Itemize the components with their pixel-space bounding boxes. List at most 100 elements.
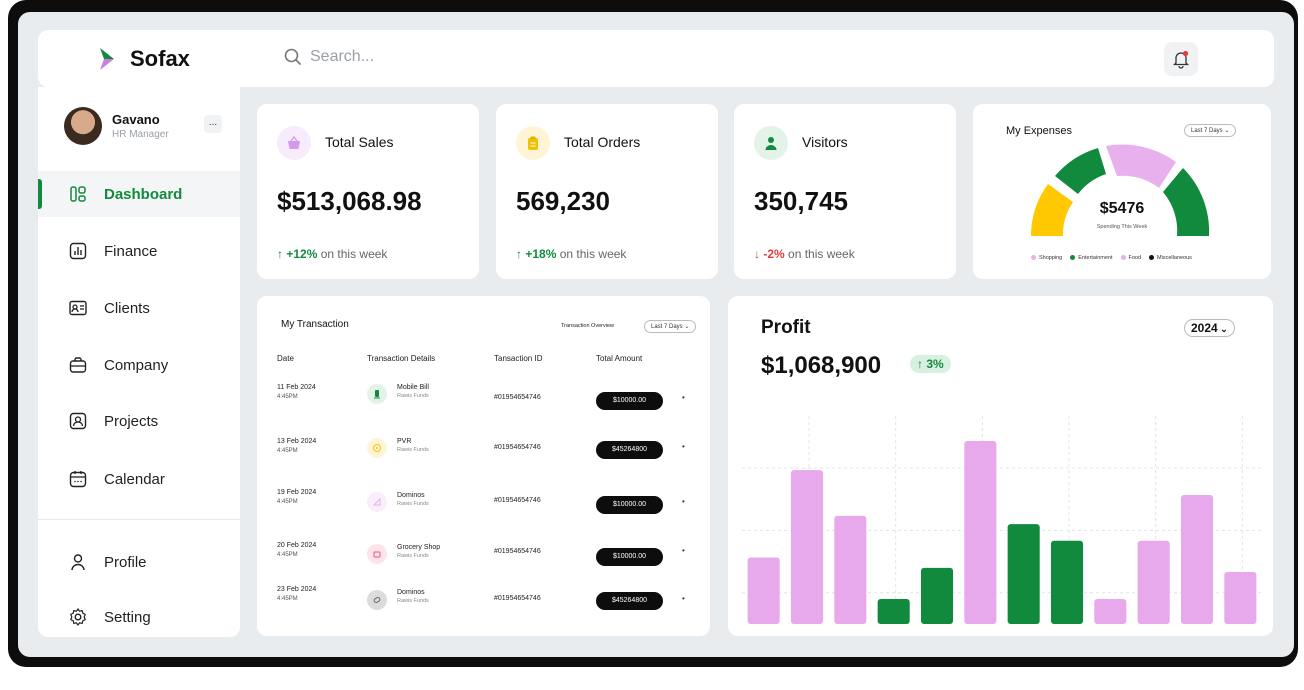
sidebar-item-finance[interactable]: Finance [38, 228, 240, 274]
column-header: Tansaction ID [494, 354, 543, 363]
transactions-title: My Transaction [281, 319, 349, 330]
tx-id: #01954654746 [494, 394, 541, 401]
row-menu-icon[interactable]: • [682, 393, 685, 402]
tx-id: #01954654746 [494, 444, 541, 451]
tx-details: Dominos Rawis Funds [397, 589, 429, 604]
profit-bar[interactable] [1094, 599, 1127, 624]
profit-bar[interactable] [920, 567, 954, 624]
row-menu-icon[interactable]: • [682, 546, 685, 555]
tx-name: Dominos [397, 492, 425, 499]
expenses-legend: Shopping Entertainment Food Miscellaneou… [1031, 255, 1192, 261]
profit-change-value: 3% [926, 357, 944, 371]
user-menu-button[interactable]: ... [204, 115, 222, 133]
tx-id: #01954654746 [494, 548, 541, 555]
column-header: Transaction Details [367, 354, 436, 363]
app-logo[interactable]: Sofax [98, 46, 190, 72]
tx-date: 13 Feb 2024 4:45PM [277, 438, 316, 454]
profit-year-dropdown[interactable]: 2024 ⌄ [1184, 319, 1235, 337]
profit-bar[interactable] [834, 515, 867, 624]
tx-name: Grocery Shop [397, 544, 441, 551]
profile-icon [71, 554, 85, 571]
logo-icon [100, 48, 114, 70]
legend-dot [1149, 255, 1155, 261]
legend-item: Entertainment [1070, 255, 1113, 261]
clients-icon [69, 300, 87, 316]
tx-time: 4:45PM [277, 499, 298, 505]
sidebar-item-label: Setting [104, 608, 151, 626]
pizza-icon [367, 590, 387, 610]
search-input[interactable]: Search... [310, 48, 375, 65]
table-row[interactable]: 11 Feb 2024 4:45PM Mobile Bill Rawis Funds… [257, 380, 710, 432]
profit-bar[interactable] [877, 599, 910, 624]
tx-amount-badge: $10000.00 [596, 392, 663, 410]
sidebar-item-clients[interactable]: Clients [38, 285, 240, 331]
table-row[interactable]: 23 Feb 2024 4:45PM Dominos Rawis Funds #01… [257, 584, 710, 636]
row-menu-icon[interactable]: • [682, 442, 685, 451]
profit-title: Profit [761, 317, 811, 338]
sidebar-item-setting[interactable]: Setting [38, 594, 240, 640]
tx-details: Grocery Shop Rawis Funds [397, 544, 440, 559]
sidebar-item-label: Finance [104, 242, 158, 260]
expenses-card: My Expenses Last 7 Days ⌄ $5476 Spending… [973, 104, 1271, 279]
stat-icon-wrap [516, 126, 550, 160]
profit-bar[interactable] [1007, 524, 1040, 624]
tx-date: 19 Feb 2024 4:45PM [277, 489, 316, 505]
total-sales-card: Total Sales $513,068.98 ↑ +12% on this w… [257, 104, 479, 279]
tx-date-value: 19 Feb 2024 [277, 489, 317, 496]
notifications-button[interactable] [1164, 42, 1198, 76]
search-icon [284, 48, 302, 66]
stat-value: 350,745 [754, 186, 848, 216]
chevron-down-icon: ⌄ [1217, 324, 1228, 334]
tx-time: 4:45PM [277, 448, 298, 454]
sidebar-item-label: Projects [104, 412, 159, 430]
bell-icon [1172, 50, 1190, 69]
sidebar-item-profile[interactable]: Profile [38, 539, 240, 585]
stat-icon-wrap [754, 126, 788, 160]
profit-bar[interactable] [790, 470, 824, 624]
legend-dot [1070, 255, 1076, 261]
column-header: Total Amount [596, 354, 643, 363]
profit-bar[interactable] [1224, 572, 1257, 624]
profit-bar[interactable] [747, 557, 780, 624]
expenses-caption: Spending This Week [1096, 224, 1148, 230]
sidebar-item-projects[interactable]: Projects [38, 398, 240, 444]
tx-date: 23 Feb 2024 4:45PM [277, 586, 316, 602]
user-profile[interactable]: Gavano HR Manager [64, 107, 169, 145]
profit-bar[interactable] [1180, 495, 1214, 624]
stat-change-suffix: on this week [320, 247, 388, 261]
row-menu-icon[interactable]: • [682, 497, 685, 506]
total-orders-card: Total Orders 569,230 ↑ +18% on this week [496, 104, 718, 279]
table-row[interactable]: 13 Feb 2024 4:45PM PVR Rawis Funds #019546… [257, 432, 710, 484]
table-row[interactable]: 19 Feb 2024 4:45PM Dominos Rawis Funds #01… [257, 484, 710, 536]
row-menu-icon[interactable]: • [682, 594, 685, 603]
visitors-card: Visitors 350,745 ↓ -2% on this week [734, 104, 956, 279]
tx-id: #01954654746 [494, 595, 541, 602]
tx-date-value: 13 Feb 2024 [277, 438, 317, 445]
user-role: HR Manager [112, 129, 169, 140]
gauge-segment-shopping [1106, 144, 1176, 188]
sidebar-item-company[interactable]: Company [38, 342, 240, 388]
sidebar-item-calendar[interactable]: Calendar [38, 456, 240, 502]
sidebar-item-label: Profile [104, 553, 147, 571]
clipboard-icon [528, 136, 538, 150]
search-bar[interactable]: Search... [284, 48, 374, 66]
sidebar-item-label: Clients [104, 299, 150, 317]
profit-bar[interactable] [964, 440, 997, 624]
tx-amount-badge: $10000.00 [596, 496, 663, 514]
profit-bar[interactable] [1050, 540, 1084, 624]
profit-bar[interactable] [1137, 540, 1170, 624]
legend-label: Entertainment [1078, 255, 1113, 261]
pizza-icon [367, 492, 387, 512]
legend-label: Miscellaneous [1157, 255, 1192, 261]
table-row[interactable]: 20 Feb 2024 4:45PM Grocery Shop Rawis Fund… [257, 536, 710, 588]
expenses-period-dropdown[interactable]: Last 7 Days ⌄ [1184, 124, 1237, 137]
sidebar-item-dashboard[interactable]: Dashboard [38, 171, 240, 217]
gauge-segment-miscellaneous [1163, 168, 1210, 236]
tx-details: PVR Rawis Funds [397, 438, 429, 453]
stat-change-suffix: on this week [788, 247, 855, 261]
period-label: Last 7 Days [1191, 128, 1223, 134]
stat-change-value: -2% [763, 247, 785, 261]
legend-item: Shopping [1031, 255, 1062, 261]
transactions-period-dropdown[interactable]: Last 7 Days ⌄ [644, 320, 697, 333]
finance-icon [69, 242, 87, 260]
